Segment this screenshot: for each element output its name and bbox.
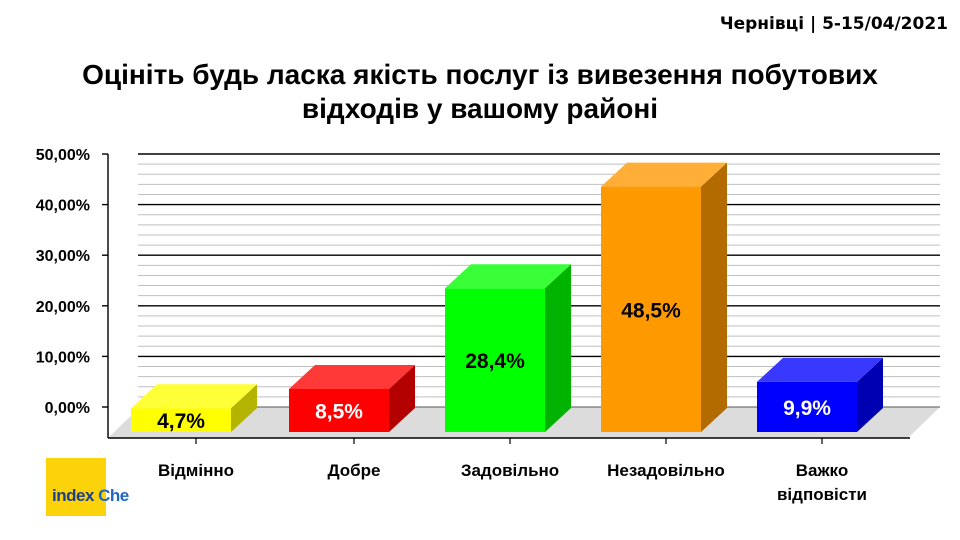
bar-side-face xyxy=(545,264,571,432)
bar-top-face xyxy=(601,162,727,187)
bar-side-face xyxy=(231,384,257,432)
bar-side-face xyxy=(701,162,727,432)
y-tick-label: 20,00% xyxy=(36,299,90,316)
bar-data-label: 9,9% xyxy=(783,397,831,420)
bar-front-face xyxy=(757,381,857,432)
bar-front-face xyxy=(445,288,545,432)
bar-5 xyxy=(757,357,883,432)
bar-front-face xyxy=(289,388,389,432)
y-tick-label: 0,00% xyxy=(45,400,90,417)
logo-text: index Che xyxy=(52,486,129,505)
header-location-date: Чернівці | 5-15/04/2021 xyxy=(719,14,948,34)
x-category-label: Задовільно xyxy=(461,461,559,480)
bar-2 xyxy=(289,364,415,432)
bar-data-label: 4,7% xyxy=(157,410,205,433)
x-category-label: Важко xyxy=(796,461,848,480)
y-tick-label: 50,00% xyxy=(36,147,90,164)
bar-top-face xyxy=(757,357,883,382)
bar-4 xyxy=(601,162,727,432)
bar-side-face xyxy=(389,364,415,432)
bar-data-label: 48,5% xyxy=(621,299,681,322)
index-che-logo xyxy=(46,458,106,516)
chart-title-line-2: відходів у вашому районі xyxy=(301,93,659,124)
bar-data-label: 8,5% xyxy=(315,400,363,423)
y-tick-label: 10,00% xyxy=(36,349,90,366)
chart-title: Оцініть будь ласка якість послуг із виве… xyxy=(0,58,960,126)
chart-title-line-1: Оцініть будь ласка якість послуг із виве… xyxy=(82,59,878,90)
y-tick-label: 30,00% xyxy=(36,248,90,265)
bar-data-label: 28,4% xyxy=(465,350,525,373)
bar-front-face xyxy=(601,186,701,432)
x-category-label: Відмінно xyxy=(158,461,234,480)
y-tick-label: 40,00% xyxy=(36,198,90,215)
bar-top-face xyxy=(289,364,415,389)
x-category-label: Незадовільно xyxy=(607,461,725,480)
x-category-label: Добре xyxy=(327,461,380,480)
bar-1 xyxy=(131,384,257,432)
bar-front-face xyxy=(131,408,231,432)
bar-side-face xyxy=(857,357,883,432)
bar-top-face xyxy=(131,384,257,409)
x-category-label: відповісти xyxy=(777,485,867,504)
bar-3 xyxy=(445,264,571,432)
bar-top-face xyxy=(445,264,571,289)
